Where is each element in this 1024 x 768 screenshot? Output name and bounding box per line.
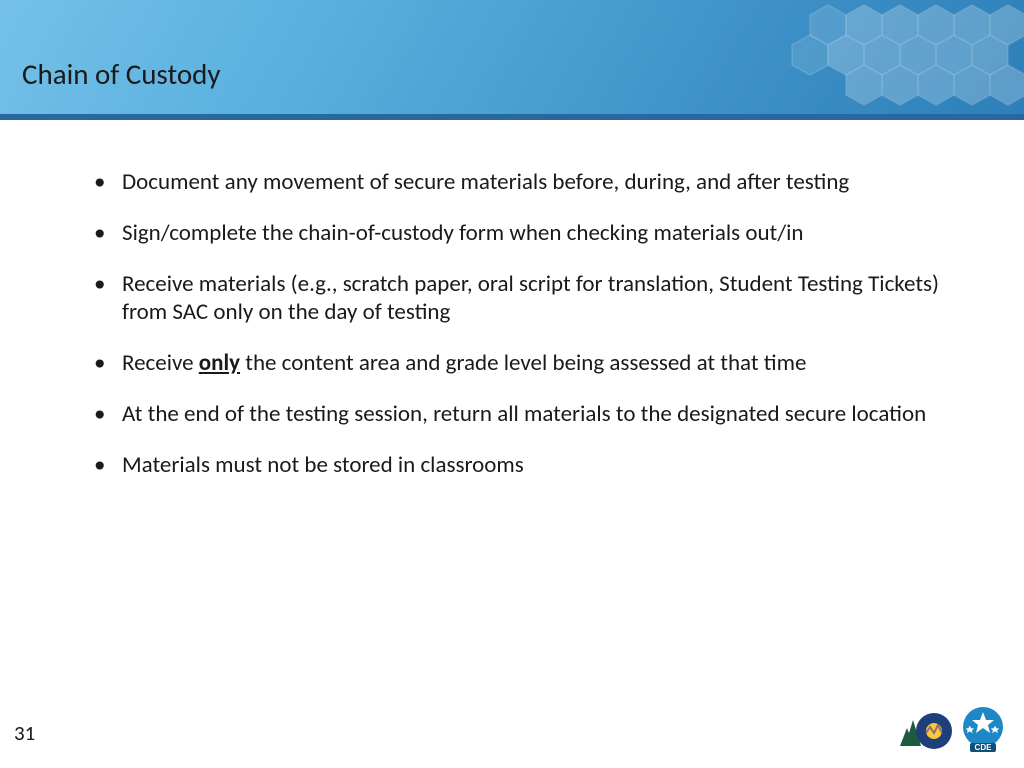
bullet-text: the content area and grade level being a… — [240, 349, 806, 377]
slide-content: Document any movement of secure material… — [0, 120, 1024, 479]
bullet-item: Sign/complete the chain-of-custody form … — [80, 219, 954, 248]
bullet-item: Document any movement of secure material… — [80, 168, 954, 197]
bullet-item: Receive only the content area and grade … — [80, 349, 954, 378]
page-number: 31 — [14, 720, 35, 746]
bullet-item: Materials must not be stored in classroo… — [80, 451, 954, 480]
bullet-item: Receive materials (e.g., scratch paper, … — [80, 270, 954, 328]
bullet-list: Document any movement of secure material… — [80, 168, 954, 479]
bullet-item: At the end of the testing session, retur… — [80, 400, 954, 429]
bullet-text: Receive — [122, 349, 199, 377]
colorado-logo-icon — [896, 706, 954, 752]
slide-title: Chain of Custody — [22, 56, 221, 92]
cde-logo-icon: CDE — [960, 706, 1006, 752]
hex-pattern-decoration — [604, 0, 1024, 120]
footer-logos: CDE — [896, 706, 1006, 752]
emphasized-word: only — [199, 349, 240, 377]
slide-header: Chain of Custody — [0, 0, 1024, 120]
svg-text:CDE: CDE — [975, 743, 993, 752]
